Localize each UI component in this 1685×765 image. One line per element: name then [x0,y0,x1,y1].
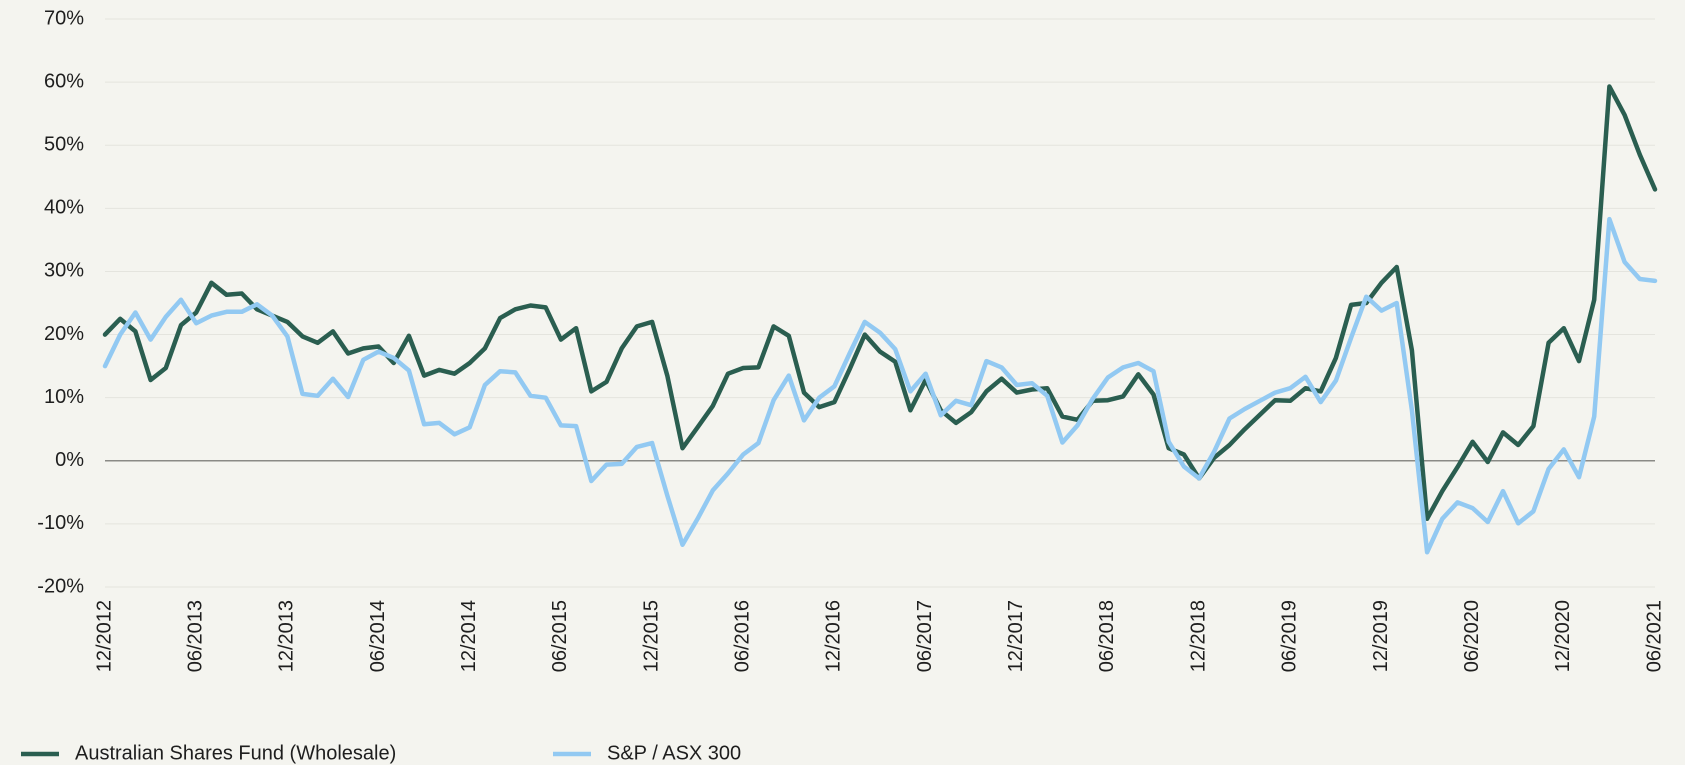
y-tick-label: 70% [44,7,84,29]
y-tick-label: -10% [37,512,84,534]
x-tick-label: 06/2020 [1461,600,1483,672]
legend-label: Australian Shares Fund (Wholesale) [75,742,396,764]
y-tick-label: 0% [55,449,84,471]
x-tick-label: 06/2013 [184,600,206,672]
legend-label: S&P / ASX 300 [607,742,741,764]
y-tick-label: 50% [44,134,84,156]
x-tick-label: 06/2014 [367,600,389,672]
x-tick-label: 12/2013 [276,600,298,672]
series-line [102,84,1658,522]
x-tick-label: 06/2019 [1279,600,1301,672]
y-tick-label: 40% [44,197,84,219]
x-tick-label: 06/2017 [914,600,936,672]
y-tick-label: 20% [44,323,84,345]
x-tick-label: 12/2018 [1187,600,1209,672]
y-tick-label: 60% [44,70,84,92]
y-tick-label: 30% [44,260,84,282]
x-tick-label: 12/2020 [1552,600,1574,672]
x-tick-label: 06/2016 [732,600,754,672]
x-tick-label: 06/2018 [1096,600,1118,672]
x-tick-label: 06/2015 [549,600,571,672]
x-tick-label: 06/2021 [1643,600,1665,672]
y-tick-label: 10% [44,386,84,408]
x-tick-label: 12/2016 [823,600,845,672]
x-tick-label: 12/2012 [93,600,115,672]
y-tick-label: -20% [37,575,84,597]
x-tick-label: 12/2015 [640,600,662,672]
series-line [102,216,1658,555]
x-tick-label: 12/2019 [1370,600,1392,672]
x-tick-label: 12/2014 [458,600,480,672]
x-tick-label: 12/2017 [1005,600,1027,672]
